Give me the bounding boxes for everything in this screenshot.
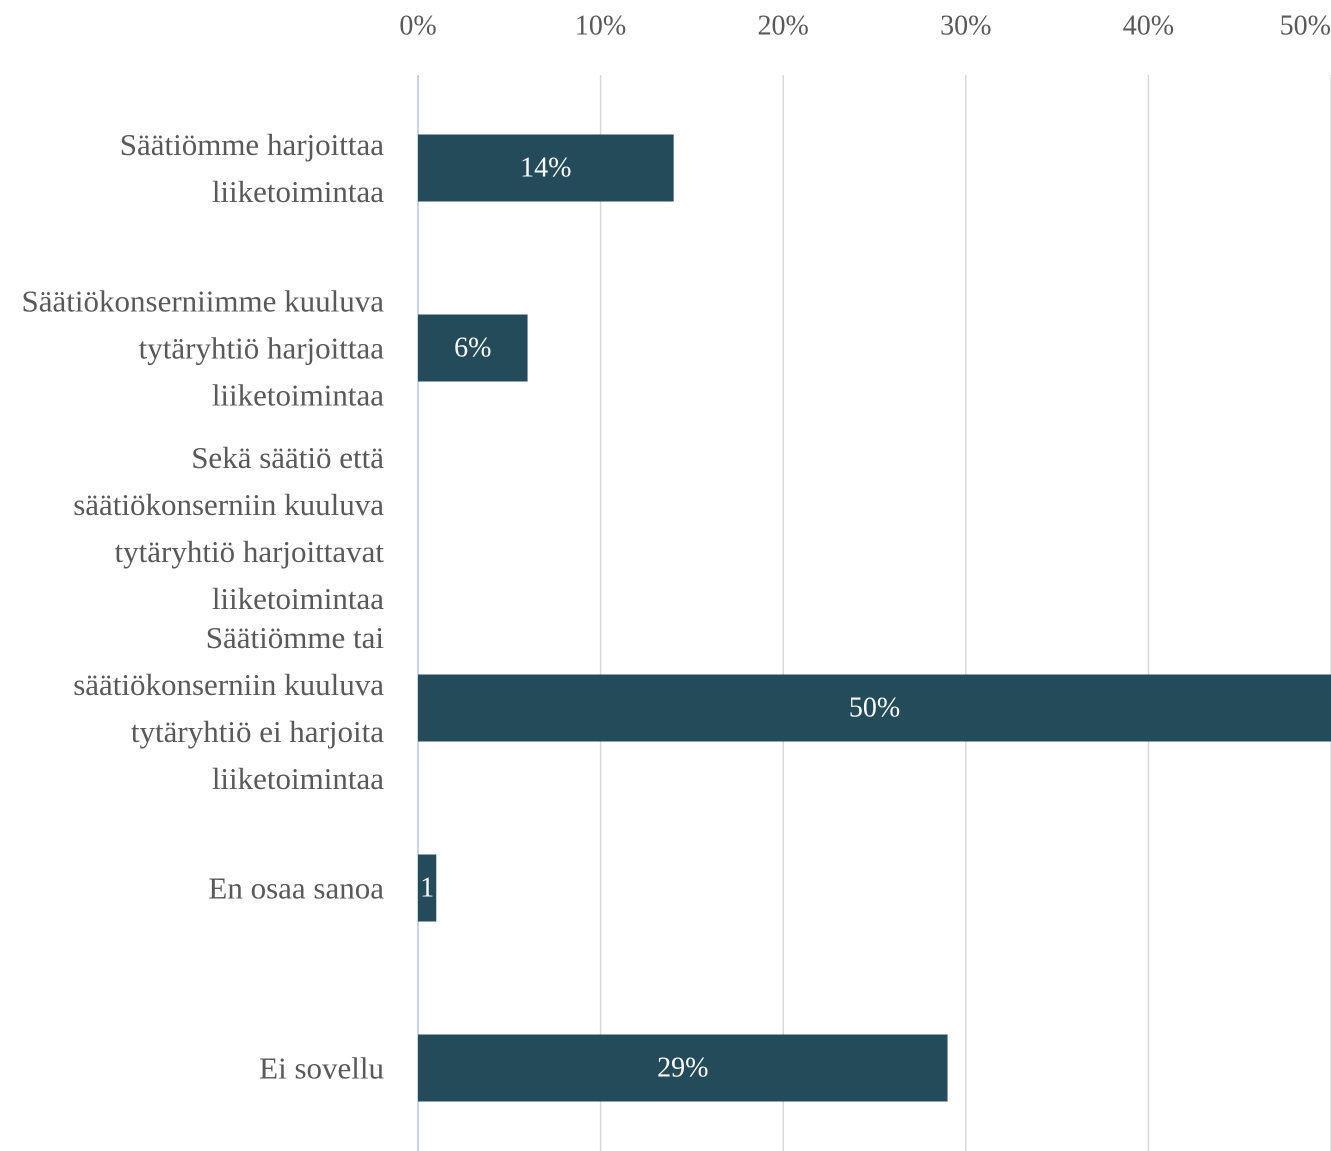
bar (418, 1034, 948, 1102)
data-label: 50% (849, 692, 900, 723)
x-tick-label: 10% (575, 10, 626, 41)
x-tick-label: 30% (940, 10, 991, 41)
bar (418, 314, 528, 382)
category-label: Ei sovellu (259, 1050, 384, 1086)
category-label: Sekä säätiö että säätiökonserniin kuuluv… (73, 440, 384, 616)
data-label: 6% (454, 332, 491, 363)
x-tick-label: 50% (1280, 10, 1331, 41)
category-label: Säätiömme harjoittaa liiketoimintaa (119, 127, 384, 209)
x-tick-label: 40% (1123, 10, 1174, 41)
x-tick-label: 20% (758, 10, 809, 41)
bar (418, 854, 437, 922)
x-tick-label: 0% (399, 10, 436, 41)
data-label: 1 (420, 872, 434, 903)
category-label: Säätiökonserniimme kuuluva tytäryhtiö ha… (21, 283, 384, 413)
category-label: Säätiömme tai säätiökonserniin kuuluva t… (73, 620, 384, 796)
bar (418, 674, 1331, 742)
bar (418, 134, 674, 202)
data-label: 29% (657, 1052, 708, 1083)
data-label: 14% (520, 152, 571, 183)
category-label: En osaa sanoa (208, 870, 384, 906)
